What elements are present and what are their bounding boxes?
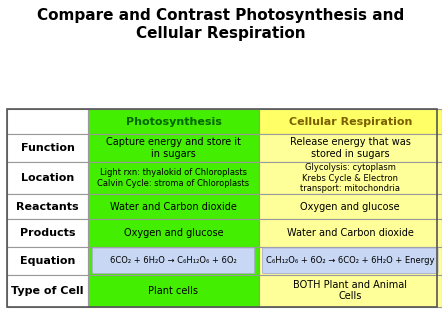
- Text: Oxygen and glucose: Oxygen and glucose: [124, 228, 223, 238]
- Text: Light rxn: thyalokid of Chloroplasts
Calvin Cycle: stroma of Chloroplasts: Light rxn: thyalokid of Chloroplasts Cal…: [97, 168, 250, 188]
- Text: Water and Carbon dioxide: Water and Carbon dioxide: [287, 228, 414, 238]
- Text: Plant cells: Plant cells: [149, 286, 198, 296]
- Bar: [259, 109, 442, 134]
- Bar: [88, 275, 259, 307]
- Bar: [259, 134, 442, 162]
- Text: Location: Location: [21, 173, 74, 183]
- Bar: [259, 247, 442, 275]
- Bar: [7, 109, 88, 134]
- Bar: [88, 194, 259, 219]
- Bar: [259, 162, 442, 194]
- Bar: [259, 194, 442, 219]
- Bar: [88, 162, 259, 194]
- Bar: [88, 247, 259, 275]
- FancyBboxPatch shape: [92, 248, 255, 274]
- Text: Equation: Equation: [20, 256, 75, 266]
- Bar: [7, 109, 437, 307]
- Text: Photosynthesis: Photosynthesis: [126, 117, 221, 127]
- Text: Products: Products: [20, 228, 75, 238]
- Text: Cellular Respiration: Cellular Respiration: [289, 117, 412, 127]
- Text: Compare and Contrast Photosynthesis and
Cellular Respiration: Compare and Contrast Photosynthesis and …: [38, 8, 404, 41]
- Text: Capture energy and store it
in sugars: Capture energy and store it in sugars: [106, 137, 241, 159]
- Bar: [7, 194, 88, 219]
- Text: Oxygen and glucose: Oxygen and glucose: [301, 202, 400, 212]
- Text: BOTH Plant and Animal
Cells: BOTH Plant and Animal Cells: [293, 280, 407, 301]
- Text: Release energy that was
stored in sugars: Release energy that was stored in sugars: [290, 137, 411, 159]
- Text: Reactants: Reactants: [16, 202, 79, 212]
- Text: C₆H₁₂O₆ + 6O₂ → 6CO₂ + 6H₂O + Energy: C₆H₁₂O₆ + 6O₂ → 6CO₂ + 6H₂O + Energy: [266, 256, 434, 265]
- Text: Type of Cell: Type of Cell: [11, 286, 84, 296]
- Text: Glycolysis: cytoplasm
Krebs Cycle & Electron
transport: mitochondria: Glycolysis: cytoplasm Krebs Cycle & Elec…: [300, 163, 400, 193]
- Text: 6CO₂ + 6H₂O → C₆H₁₂O₆ + 6O₂: 6CO₂ + 6H₂O → C₆H₁₂O₆ + 6O₂: [110, 256, 237, 265]
- Bar: [7, 134, 88, 162]
- Bar: [259, 219, 442, 247]
- Bar: [259, 275, 442, 307]
- Text: Water and Carbon dioxide: Water and Carbon dioxide: [110, 202, 237, 212]
- Bar: [7, 275, 88, 307]
- Bar: [88, 109, 259, 134]
- Text: Function: Function: [21, 143, 74, 153]
- Bar: [7, 162, 88, 194]
- Bar: [7, 219, 88, 247]
- Bar: [7, 247, 88, 275]
- Bar: [88, 219, 259, 247]
- FancyBboxPatch shape: [263, 248, 438, 274]
- Bar: [88, 134, 259, 162]
